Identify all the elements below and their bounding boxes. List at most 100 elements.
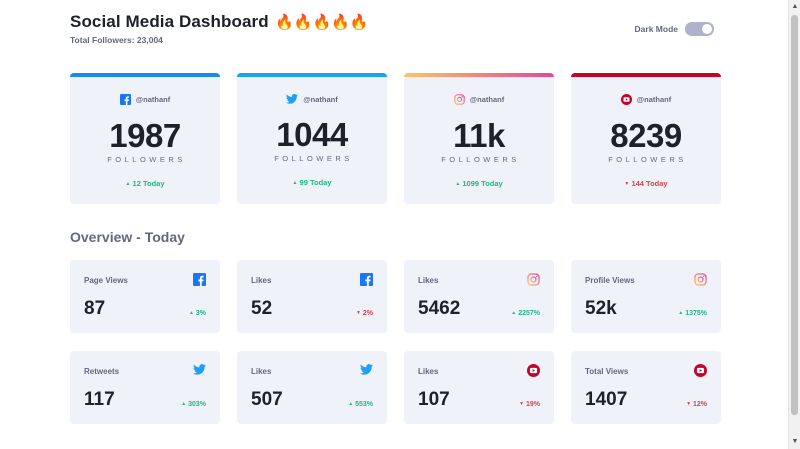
arrow-down-icon: ▼ [686, 401, 692, 408]
card-value: 117 [84, 389, 115, 410]
card-accent-bar [404, 73, 554, 77]
handle-text: @nathanf [469, 95, 505, 104]
overview-card-youtube-total-views[interactable]: Total Views 1407 ▼ 12% [571, 351, 721, 424]
card-delta: ▲ 553% [348, 401, 373, 408]
overview-card-youtube-likes[interactable]: Likes 107 ▼ 19% [404, 351, 554, 424]
follower-delta: ▲ 12 Today [125, 179, 165, 188]
card-delta: ▲ 2257% [511, 310, 540, 317]
followers-label: FOLLOWERS [107, 155, 186, 164]
follower-count: 11k [453, 117, 505, 154]
handle-row: @nathanf [404, 94, 554, 105]
total-followers: Total Followers: 23,004 [70, 35, 163, 45]
arrow-up-icon: ▲ [348, 401, 354, 408]
card-accent-bar [237, 73, 387, 77]
arrow-up-icon: ▲ [678, 310, 684, 317]
card-delta: ▼ 12% [686, 401, 707, 408]
overview-card-instagram-profile-views[interactable]: Profile Views 52k ▲ 1375% [571, 260, 721, 333]
card-delta: ▼ 2% [355, 310, 373, 317]
card-value: 52 [251, 298, 273, 319]
arrow-up-icon: ▲ [188, 310, 194, 317]
card-title: Page Views [84, 276, 128, 285]
handle-text: @nathanf [135, 95, 171, 104]
follower-delta: ▲ 1099 Today [455, 179, 503, 188]
overview-card-twitter-likes[interactable]: Likes 507 ▲ 553% [237, 351, 387, 424]
arrow-down-icon: ▼ [624, 181, 630, 188]
youtube-icon [527, 364, 540, 377]
card-value: 1407 [585, 389, 628, 410]
overview-card-facebook-likes[interactable]: Likes 52 ▼ 2% [237, 260, 387, 333]
card-value: 507 [251, 389, 283, 410]
arrow-up-icon: ▲ [181, 401, 187, 408]
instagram-icon [527, 273, 540, 286]
scroll-up-arrow-icon[interactable]: ▲ [791, 3, 799, 10]
handle-row: @nathanf [237, 94, 387, 104]
card-title: Likes [418, 276, 439, 285]
overview-card-facebook-page-views[interactable]: Page Views 87 ▲ 3% [70, 260, 220, 333]
handle-text: @nathanf [636, 95, 672, 104]
card-value: 107 [418, 389, 450, 410]
followers-label: FOLLOWERS [441, 155, 520, 164]
followers-label: FOLLOWERS [274, 154, 353, 163]
card-title: Retweets [84, 367, 120, 376]
card-title: Likes [418, 367, 439, 376]
overview-title: Overview - Today [70, 229, 185, 245]
handle-text: @nathanf [303, 94, 338, 104]
overview-card-instagram-likes[interactable]: Likes 5462 ▲ 2257% [404, 260, 554, 333]
toggle-knob [702, 24, 712, 34]
arrow-up-icon: ▲ [455, 181, 461, 188]
twitter-icon [360, 364, 373, 375]
card-title: Likes [251, 276, 272, 285]
card-title: Likes [251, 367, 272, 376]
header: Social Media Dashboard 🔥🔥🔥🔥🔥 Total Follo… [70, 12, 720, 52]
card-value: 5462 [418, 298, 461, 319]
youtube-icon [620, 94, 632, 105]
follower-delta: ▼ 144 Today [624, 179, 668, 188]
followers-label: FOLLOWERS [608, 155, 687, 164]
card-accent-bar [571, 73, 721, 77]
title-row: Social Media Dashboard 🔥🔥🔥🔥🔥 [70, 12, 720, 32]
card-delta: ▲ 303% [181, 401, 206, 408]
facebook-icon [193, 273, 206, 286]
card-title: Total Views [585, 367, 629, 376]
follower-count: 1987 [109, 117, 181, 154]
overview-card-twitter-retweets[interactable]: Retweets 117 ▲ 303% [70, 351, 220, 424]
vertical-scrollbar[interactable]: ▲ ▼ [788, 0, 800, 449]
arrow-up-icon: ▲ [511, 310, 517, 317]
instagram-icon [694, 273, 707, 286]
arrow-up-icon: ▲ [125, 181, 131, 188]
follower-count: 1044 [276, 116, 348, 153]
follower-card-facebook[interactable]: @nathanf 1987 FOLLOWERS ▲ 12 Today [70, 73, 220, 204]
facebook-icon [360, 273, 373, 286]
handle-row: @nathanf [571, 94, 721, 105]
follower-cards: @nathanf 1987 FOLLOWERS ▲ 12 Today @nath… [70, 73, 721, 204]
card-delta: ▼ 19% [519, 401, 540, 408]
card-title: Profile Views [585, 276, 635, 285]
follower-count: 8239 [610, 117, 682, 154]
facebook-icon [119, 94, 131, 105]
card-delta: ▲ 1375% [678, 310, 707, 317]
youtube-icon [694, 364, 707, 377]
dark-mode-control: Dark Mode [635, 22, 714, 36]
scroll-thumb[interactable] [791, 15, 798, 415]
twitter-icon [193, 364, 206, 375]
instagram-icon [454, 94, 465, 105]
handle-row: @nathanf [70, 94, 220, 105]
page-title: Social Media Dashboard [70, 12, 269, 31]
arrow-down-icon: ▼ [355, 310, 361, 317]
card-value: 52k [585, 298, 617, 319]
follower-card-twitter[interactable]: @nathanf 1044 FOLLOWERS ▲ 99 Today [237, 73, 387, 204]
follower-delta: ▲ 99 Today [292, 178, 332, 187]
card-accent-bar [70, 73, 220, 77]
scroll-down-arrow-icon[interactable]: ▼ [791, 438, 799, 445]
arrow-up-icon: ▲ [292, 180, 298, 187]
card-value: 87 [84, 298, 106, 319]
arrow-down-icon: ▼ [519, 401, 525, 408]
fire-emoji: 🔥🔥🔥🔥🔥 [275, 14, 369, 31]
follower-card-instagram[interactable]: @nathanf 11k FOLLOWERS ▲ 1099 Today [404, 73, 554, 204]
card-delta: ▲ 3% [188, 310, 206, 317]
follower-card-youtube[interactable]: @nathanf 8239 FOLLOWERS ▼ 144 Today [571, 73, 721, 204]
twitter-icon [286, 94, 299, 104]
dark-mode-toggle[interactable] [685, 22, 714, 36]
dark-mode-label: Dark Mode [634, 24, 678, 34]
